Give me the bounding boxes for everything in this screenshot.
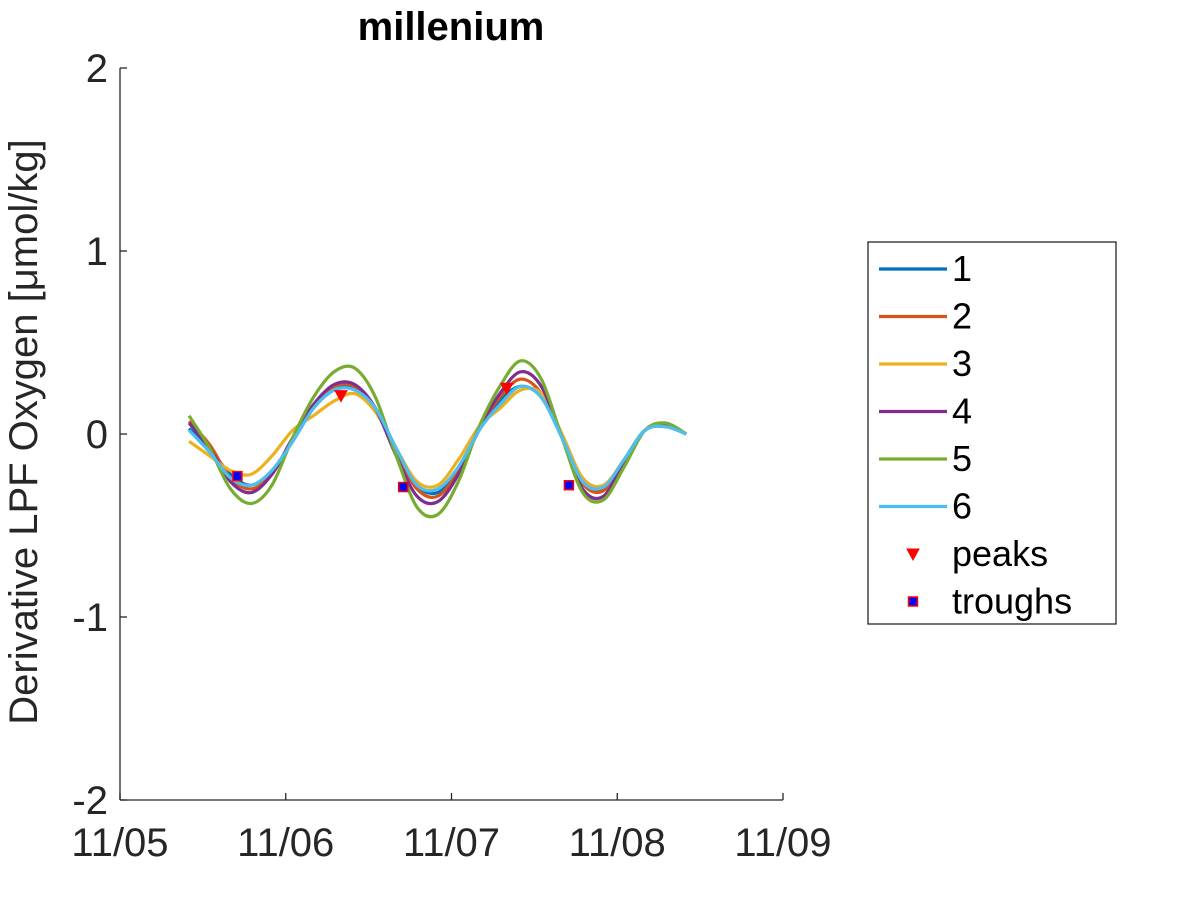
chart-title: millenium [358, 5, 545, 49]
x-tick-label: 11/07 [403, 821, 500, 865]
y-tick-label: 2 [86, 47, 108, 91]
legend: 1 2 3 4 5 6 peaks troughs [867, 241, 1117, 625]
series-line-3 [188, 386, 687, 489]
y-tick-label: -1 [72, 596, 108, 640]
x-axis: 11/05 11/06 11/07 11/08 11/09 [71, 793, 832, 865]
y-axis-label: Derivative LPF Oxygen [μmol/kg] [2, 139, 46, 724]
x-tick-label: 11/05 [71, 821, 168, 865]
plot-area [187, 359, 688, 519]
legend-swatch-peaks [906, 548, 920, 562]
y-tick-label: -2 [72, 779, 108, 823]
legend-label: peaks [952, 533, 1048, 574]
y-tick-label: 1 [86, 230, 108, 274]
peak-marker [334, 390, 348, 403]
series-line-4 [187, 370, 688, 506]
legend-label: 6 [952, 486, 972, 527]
trough-marker [232, 470, 243, 482]
series-line-6 [187, 384, 687, 493]
x-tick-label: 11/06 [237, 821, 334, 865]
series-line-5 [187, 359, 688, 519]
legend-label: 4 [952, 391, 972, 432]
trough-marker [397, 481, 409, 493]
x-tick-label: 11/08 [569, 821, 666, 865]
legend-label: 5 [952, 438, 972, 479]
peak-marker [499, 382, 514, 396]
legend-box [867, 241, 1117, 625]
legend-label: 1 [952, 248, 972, 289]
y-axis: -2 -1 0 1 2 [72, 47, 127, 823]
x-tick-label: 11/09 [734, 821, 831, 865]
legend-swatch-troughs [907, 596, 919, 607]
legend-label: 3 [952, 343, 972, 384]
y-tick-label: 0 [86, 413, 108, 457]
trough-marker [563, 479, 575, 491]
legend-label: troughs [952, 581, 1072, 622]
legend-label: 2 [952, 296, 972, 337]
